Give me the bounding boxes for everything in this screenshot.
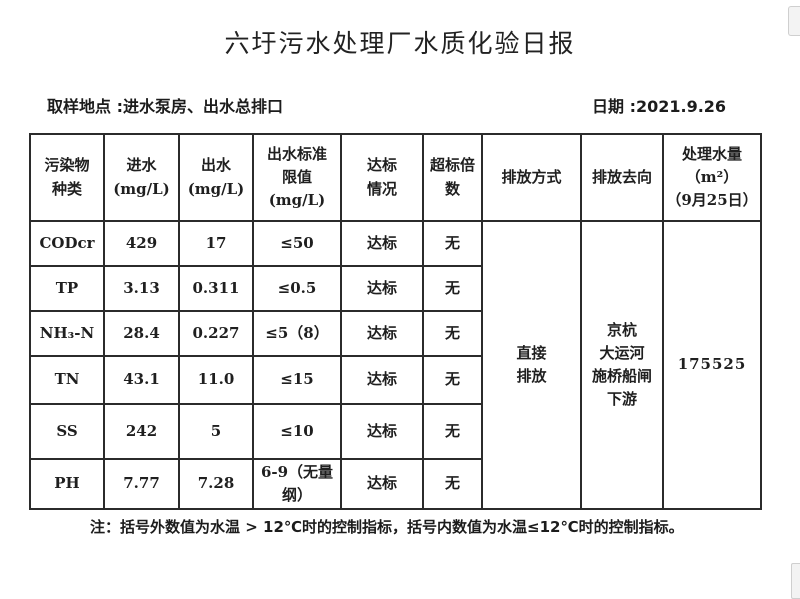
exceed-value: 无 [422,265,483,312]
outflow-value: 0.311 [178,265,254,312]
table-row: CODcr 429 17 ≤50 达标 无 直接 排放 京杭 大运河 施桥船闸 … [29,220,762,510]
inflow-value: 242 [103,403,180,460]
outflow-value: 0.227 [178,310,254,357]
pollutant-name: SS [29,403,105,460]
scrollbar-fragment-top [788,6,800,36]
col-header-limit: 出水标准 限值 (mg/L) [252,133,342,222]
inflow-value: 43.1 [103,355,180,405]
col-header-volume: 处理水量 （m²） （9月25日） [662,133,762,222]
status-value: 达标 [340,458,424,510]
exceed-value: 无 [422,458,483,510]
treated-water-volume-cell: 175525 [662,220,762,510]
inflow-value: 3.13 [103,265,180,312]
footnote: 注：括号外数值为水温 > 12℃时的控制指标，括号内数值为水温≤12℃时的控制指… [90,518,684,536]
col-header-exceed: 超标倍 数 [422,133,483,222]
limit-value: ≤10 [252,403,342,460]
outflow-value: 7.28 [178,458,254,510]
table-row: TP 3.13 0.311 ≤0.5 达标 无 [29,265,761,312]
page-title: 六圩污水处理厂水质化验日报 [224,29,576,58]
scrollbar-fragment-bottom [791,563,800,599]
limit-value: ≤15 [252,355,342,405]
col-header-outflow: 出水 (mg/L) [178,133,254,222]
exceed-value: 无 [422,355,483,405]
limit-value: ≤5（8） [252,310,342,357]
col-header-destination: 排放去向 [580,133,664,222]
discharge-method-cell: 直接 排放 [481,220,582,510]
report-date-label: 日期 :2021.9.26 [592,97,727,116]
outflow-value: 17 [178,220,254,267]
pollutant-name: TP [29,265,105,312]
status-value: 达标 [340,220,424,267]
status-value: 达标 [340,265,424,312]
status-value: 达标 [340,310,424,357]
sampling-point-label: 取样地点 :进水泵房、出水总排口 [47,97,283,116]
discharge-destination-cell: 京杭 大运河 施桥船闸 下游 [580,220,664,510]
limit-value: ≤0.5 [252,265,342,312]
col-header-status: 达标 情况 [340,133,424,222]
col-header-pollutant: 污染物 种类 [29,133,105,222]
col-header-inflow: 进水 (mg/L) [103,133,180,222]
inflow-value: 7.77 [103,458,180,510]
pollutant-name: CODcr [29,220,105,267]
outflow-value: 11.0 [178,355,254,405]
table-row: SS 242 5 ≤10 达标 无 [29,403,761,460]
pollutant-name: PH [29,458,105,510]
outflow-value: 5 [178,403,254,460]
col-header-method: 排放方式 [481,133,582,222]
status-value: 达标 [340,355,424,405]
exceed-value: 无 [422,310,483,357]
exceed-value: 无 [422,220,483,267]
status-value: 达标 [340,403,424,460]
table-row: PH 7.77 7.28 6-9（无量纲） 达标 无 [29,458,761,510]
exceed-value: 无 [422,403,483,460]
limit-value: 6-9（无量纲） [252,458,342,510]
limit-value: ≤50 [252,220,342,267]
pollutant-name: TN [29,355,105,405]
table-row: TN 43.1 11.0 ≤15 达标 无 [29,355,761,405]
table-header-row: 污染物 种类 进水 (mg/L) 出水 (mg/L) 出水标准 限值 (mg/L… [29,133,762,222]
water-quality-table: 污染物 种类 进水 (mg/L) 出水 (mg/L) 出水标准 限值 (mg/L… [29,133,762,510]
inflow-value: 429 [103,220,180,267]
table-row: NH₃-N 28.4 0.227 ≤5（8） 达标 无 [29,310,761,357]
pollutant-name: NH₃-N [29,310,105,357]
inflow-value: 28.4 [103,310,180,357]
